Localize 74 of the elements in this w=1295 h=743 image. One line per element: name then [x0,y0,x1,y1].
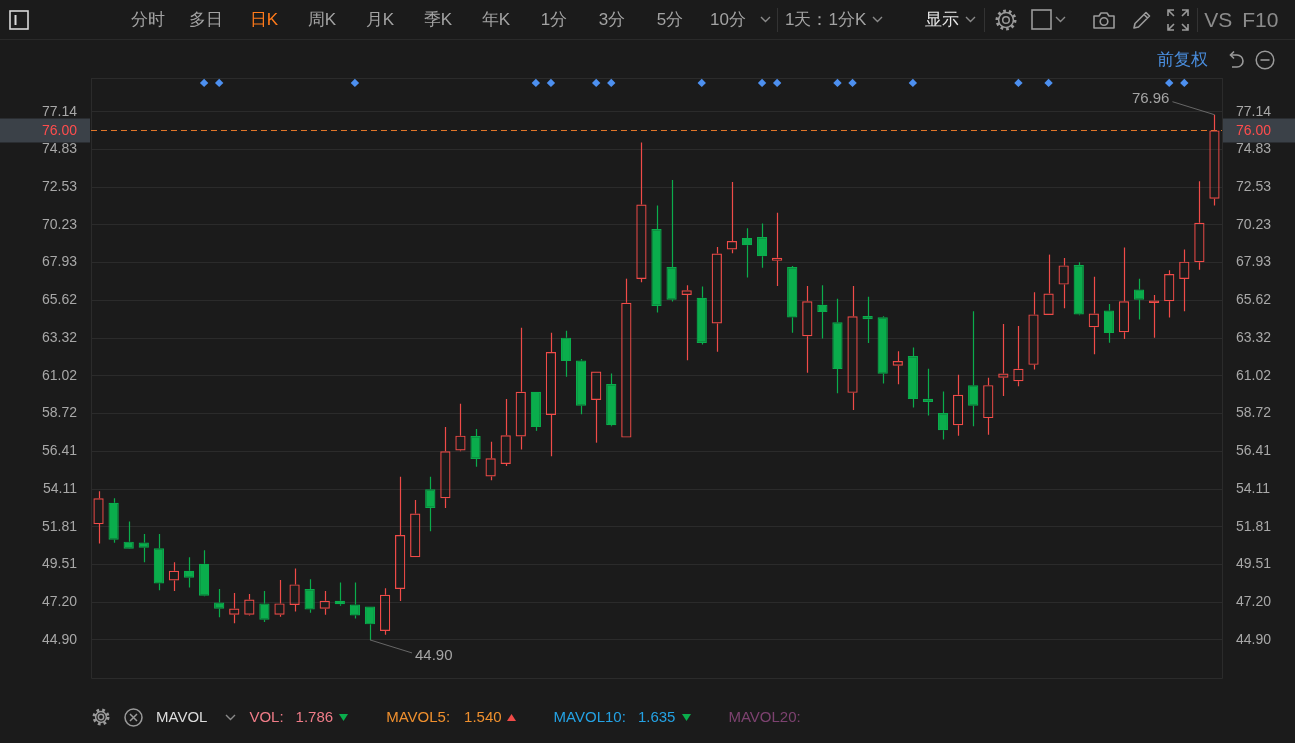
candlestick [214,588,225,618]
y-tick-label: 44.90 [41,630,78,647]
y2-tick-label: 67.93 [1236,253,1272,270]
y2-tick-label: 70.23 [1236,215,1272,232]
y2-tick-label: 63.32 [1236,329,1272,346]
candlestick [334,581,345,605]
text: MAVOL20: [728,707,801,727]
y-tick-label: 74.83 [41,140,78,157]
text: 月K [364,9,396,30]
y-tick-label: 72.53 [41,178,78,195]
text: MAVOL5: [386,707,451,727]
text: 日K [248,9,280,30]
text: 5分 [655,9,685,30]
y2-tick-label: 61.02 [1236,366,1272,383]
text: 分时 [130,9,166,30]
y-tick-label: 77.14 [41,102,78,119]
candlestick [666,179,677,303]
candlestick [832,298,843,394]
y-tick-label: 58.72 [41,404,78,421]
candlestick [153,533,164,591]
candlestick [425,476,436,532]
text: 显示 [925,9,960,30]
y-tick-label: 67.93 [41,253,78,270]
y-tick-label: 47.20 [41,593,78,610]
candlestick [937,390,949,441]
text: 年K [480,9,512,30]
ref-line-label: 76.00 [41,122,78,139]
candlestick [651,205,662,314]
candlestick [560,330,572,378]
text: 76.00 [1236,122,1272,139]
y2-tick-label: 77.14 [1236,102,1272,119]
text: 季K [422,9,454,30]
text: 1.786 [295,707,334,727]
text: 1分 [539,9,569,30]
text: 多日 [188,9,224,30]
annotation: 76.96 [1131,88,1170,106]
text: 周K [306,9,338,30]
text: MAVOL [156,707,208,727]
y2-tick-label: 72.53 [1236,178,1272,195]
text: VS [1204,7,1233,31]
y2-tick-label: 58.72 [1236,404,1272,421]
text: 1.635 [637,707,676,727]
candlestick [756,222,768,269]
y-tick-label: 49.51 [41,555,78,572]
y-tick-label: 51.81 [41,517,78,534]
candlestick [138,533,149,563]
candlestick [922,368,934,417]
y-tick-label: 54.11 [43,479,78,496]
text: 1天：1分K [785,9,867,30]
candlestick [907,346,918,409]
y-tick-label: 61.02 [41,366,78,383]
text: 前复权 [1157,50,1208,70]
text: MAVOL10: [553,707,626,727]
y2-tick-label: 65.62 [1236,291,1272,308]
candlestick [862,296,873,344]
y2-tick-label: 51.81 [1236,517,1272,534]
y2-tick-label: 54.11 [1236,479,1271,496]
y-tick-label: 63.32 [41,329,78,346]
y2-tick-label: 49.51 [1236,555,1272,572]
text: F10 [1242,7,1279,31]
text: 1.540 [464,707,502,727]
y2-tick-label: 56.41 [1236,442,1272,459]
y-tick-label: 56.41 [41,442,78,459]
text: 3分 [597,9,627,30]
text: VOL: [249,707,284,727]
candlestick [968,310,979,427]
y2-tick-label: 74.83 [1236,140,1272,157]
text: 10分 [709,9,747,30]
y-tick-label: 65.62 [41,291,78,308]
y-tick-label: 70.23 [41,215,78,232]
candlestick [1073,261,1084,315]
y2-tick-label: 44.90 [1236,630,1272,647]
annotation: 44.90 [414,646,453,664]
y2-tick-label: 47.20 [1236,593,1272,610]
